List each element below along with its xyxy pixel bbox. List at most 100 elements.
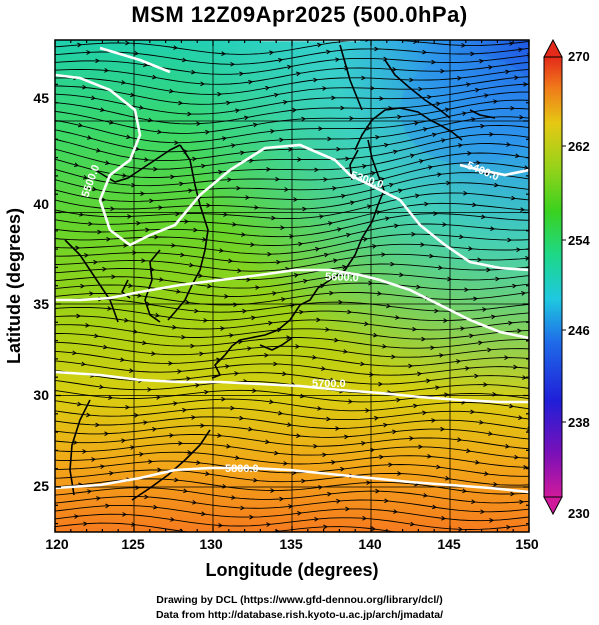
streamline-arrowhead <box>198 273 204 278</box>
streamline-arrowhead <box>235 455 241 460</box>
streamline-arrowhead <box>279 496 285 502</box>
streamline-arrowhead <box>334 337 340 343</box>
streamline-arrowhead <box>174 140 180 146</box>
streamline-arrowhead <box>230 61 236 67</box>
streamline-arrowhead <box>493 99 499 104</box>
streamline-arrowhead <box>89 291 95 297</box>
streamline-arrowhead <box>440 426 446 432</box>
streamline-arrowhead <box>514 75 520 81</box>
streamline-arrowhead <box>525 256 529 261</box>
streamline-arrowhead <box>86 50 92 55</box>
streamline-arrowhead <box>524 165 529 170</box>
streamline-arrowhead <box>169 88 175 94</box>
streamline-arrowhead <box>509 41 515 46</box>
streamline-arrowhead <box>196 460 202 465</box>
streamline-arrowhead <box>347 309 353 315</box>
streamline-arrowhead <box>312 354 318 360</box>
streamline-arrowhead <box>276 259 282 265</box>
streamline-arrowhead <box>323 524 329 530</box>
streamline-arrowhead <box>297 511 303 516</box>
streamline-arrowhead <box>228 533 232 537</box>
streamline-arrowhead <box>188 188 194 194</box>
streamline-arrowhead <box>368 280 374 286</box>
streamline-arrowhead <box>490 226 496 231</box>
streamline-arrowhead <box>204 389 210 395</box>
streamline-arrowhead <box>149 198 155 204</box>
streamline-arrowhead <box>462 488 468 494</box>
streamline <box>55 243 529 264</box>
streamline-arrowhead <box>479 419 485 425</box>
streamline-arrowhead <box>456 359 462 364</box>
streamline-arrowhead <box>509 403 515 409</box>
streamline-arrowhead <box>171 243 177 248</box>
streamline-arrowhead <box>475 87 481 93</box>
streamline-arrowhead <box>429 253 435 259</box>
streamline-arrowhead <box>419 534 423 538</box>
streamline-arrowhead <box>250 242 256 247</box>
streamline-arrowhead <box>248 426 254 432</box>
streamline-arrowhead <box>441 515 447 521</box>
streamline <box>55 61 529 85</box>
streamline-arrowhead <box>329 290 335 296</box>
streamline-arrowhead <box>192 500 198 505</box>
streamline-arrowhead <box>170 174 176 180</box>
streamline-arrowhead <box>251 315 257 321</box>
streamline-arrowhead <box>326 416 332 422</box>
streamline <box>55 434 529 450</box>
streamline-arrowhead <box>413 403 419 409</box>
streamline-arrowhead <box>295 344 301 349</box>
streamline-arrowhead <box>270 488 276 493</box>
streamline <box>55 152 529 187</box>
streamline-arrowhead <box>191 415 197 420</box>
streamline-arrowhead <box>226 443 232 449</box>
streamline-arrowhead <box>489 131 495 137</box>
streamline-arrowhead <box>494 182 500 188</box>
streamline-arrowhead <box>427 453 433 459</box>
streamline-arrowhead <box>217 433 223 438</box>
streamline-arrowhead <box>434 308 440 314</box>
y-tick-label: 30 <box>33 387 49 403</box>
streamline <box>55 83 529 115</box>
streamline-arrowhead <box>182 57 188 63</box>
streamline-arrowhead <box>519 114 525 120</box>
streamline-arrowhead <box>184 219 190 224</box>
streamline <box>55 360 529 376</box>
streamline-arrowhead <box>318 126 324 131</box>
streamline-arrowhead <box>396 397 402 403</box>
streamline-arrowhead <box>266 522 272 527</box>
streamline-arrowhead <box>237 268 243 274</box>
streamline-arrowhead <box>191 69 197 75</box>
colorbar-tick-label: 246 <box>568 323 590 338</box>
streamline-arrowhead <box>296 433 302 439</box>
streamline-arrowhead <box>100 464 106 470</box>
streamline-arrowhead <box>397 188 404 194</box>
streamline-arrowhead <box>365 40 370 43</box>
streamline-arrowhead <box>207 283 213 289</box>
streamline-arrowhead <box>523 464 529 470</box>
colorbar-min-arrow <box>543 496 563 516</box>
streamline-arrowhead <box>205 129 211 135</box>
streamline-arrowhead <box>336 146 342 152</box>
streamline-arrowhead <box>418 86 424 92</box>
streamline-arrowhead <box>143 62 149 68</box>
streamline <box>55 76 529 105</box>
streamline-arrowhead <box>268 320 274 326</box>
streamline-arrowhead <box>77 401 83 407</box>
streamline-arrowhead <box>484 93 490 98</box>
streamline-arrowhead <box>224 293 230 299</box>
streamline-arrowhead <box>151 351 157 356</box>
streamline-arrowhead <box>505 443 511 449</box>
streamline-arrowhead <box>135 485 141 491</box>
streamline-arrowhead <box>121 438 127 444</box>
x-tick-label: 140 <box>358 536 382 552</box>
streamline-arrowhead <box>337 227 343 232</box>
streamline-arrowhead <box>283 100 289 105</box>
contour-line-5600 <box>55 370 529 404</box>
streamline-arrowhead <box>431 132 438 138</box>
streamline-arrowhead <box>314 167 320 173</box>
streamline-arrowhead <box>365 408 371 413</box>
streamline-arrowhead <box>374 415 380 421</box>
streamline-arrowhead <box>317 42 323 48</box>
streamline-arrowhead <box>86 412 92 418</box>
streamline-arrowhead <box>248 79 254 85</box>
